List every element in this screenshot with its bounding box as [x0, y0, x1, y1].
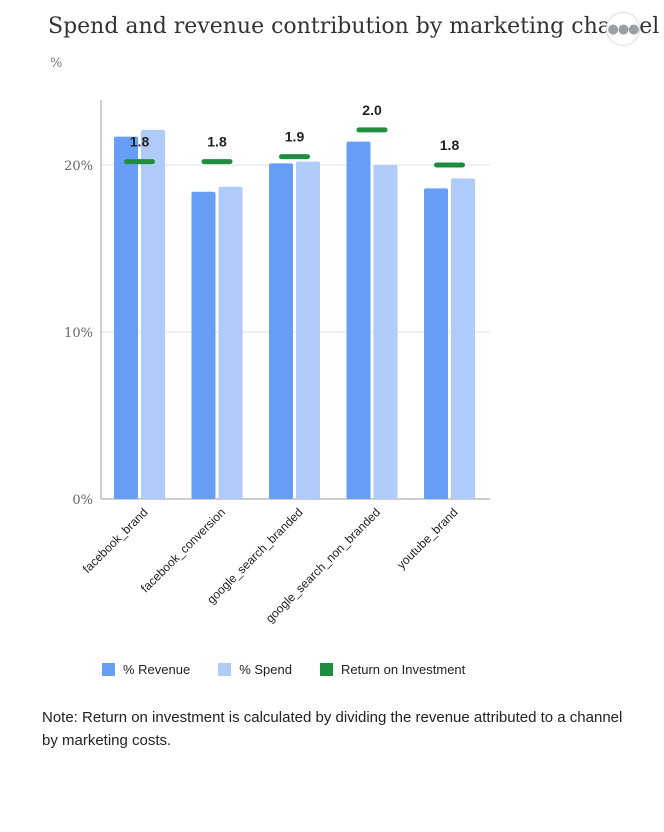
- bar-revenue: [424, 188, 448, 499]
- y-tick-label: 10%: [64, 326, 93, 341]
- chart-title: Spend and revenue contribution by market…: [48, 14, 660, 39]
- bar-spend: [451, 178, 475, 500]
- x-tick-label: youtube_brand: [394, 505, 461, 572]
- bar-spend: [296, 161, 320, 499]
- roi-label: 1.9: [285, 129, 305, 145]
- legend-swatch-roi: [319, 663, 333, 676]
- roi-label: 1.8: [207, 134, 227, 150]
- roi-label: 2.0: [362, 102, 382, 118]
- x-tick-label: facebook_conversion: [138, 505, 228, 595]
- legend-item-spend[interactable]: % Spend: [218, 662, 292, 677]
- legend-label-spend: % Spend: [239, 662, 292, 677]
- bar-spend: [141, 129, 165, 499]
- footnote: Note: Return on investment is calculated…: [42, 709, 623, 749]
- legend-item-roi[interactable]: Return on Investment: [319, 662, 466, 677]
- legend-label-revenue: % Revenue: [123, 662, 191, 677]
- y-unit-label: %: [50, 56, 63, 71]
- roi-label: 1.8: [440, 137, 460, 153]
- more-horiz-icon: ●●●: [607, 21, 639, 37]
- roi-label: 1.8: [130, 134, 150, 150]
- legend-item-revenue[interactable]: % Revenue: [102, 662, 190, 677]
- bar-spend: [373, 165, 398, 499]
- bar-revenue: [191, 191, 216, 499]
- chart-legend: % Revenue % Spend Return on Investment: [102, 662, 493, 677]
- legend-label-roi: Return on Investment: [340, 662, 466, 677]
- more-options-button[interactable]: ●●●: [606, 12, 640, 46]
- bar-chart: 0% 10% 20% 1.8 facebook_brand 1.8 facebook_con…: [64, 100, 490, 626]
- legend-swatch-spend: [218, 663, 232, 676]
- bar-revenue: [269, 163, 293, 499]
- bar-revenue: [114, 136, 138, 500]
- legend-swatch-revenue: [102, 663, 115, 676]
- bar-revenue: [346, 141, 371, 499]
- bar-spend: [218, 186, 243, 499]
- y-tick-label: 20%: [64, 159, 93, 174]
- x-tick-label: facebook_brand: [80, 505, 151, 576]
- y-tick-label: 0%: [72, 493, 93, 508]
